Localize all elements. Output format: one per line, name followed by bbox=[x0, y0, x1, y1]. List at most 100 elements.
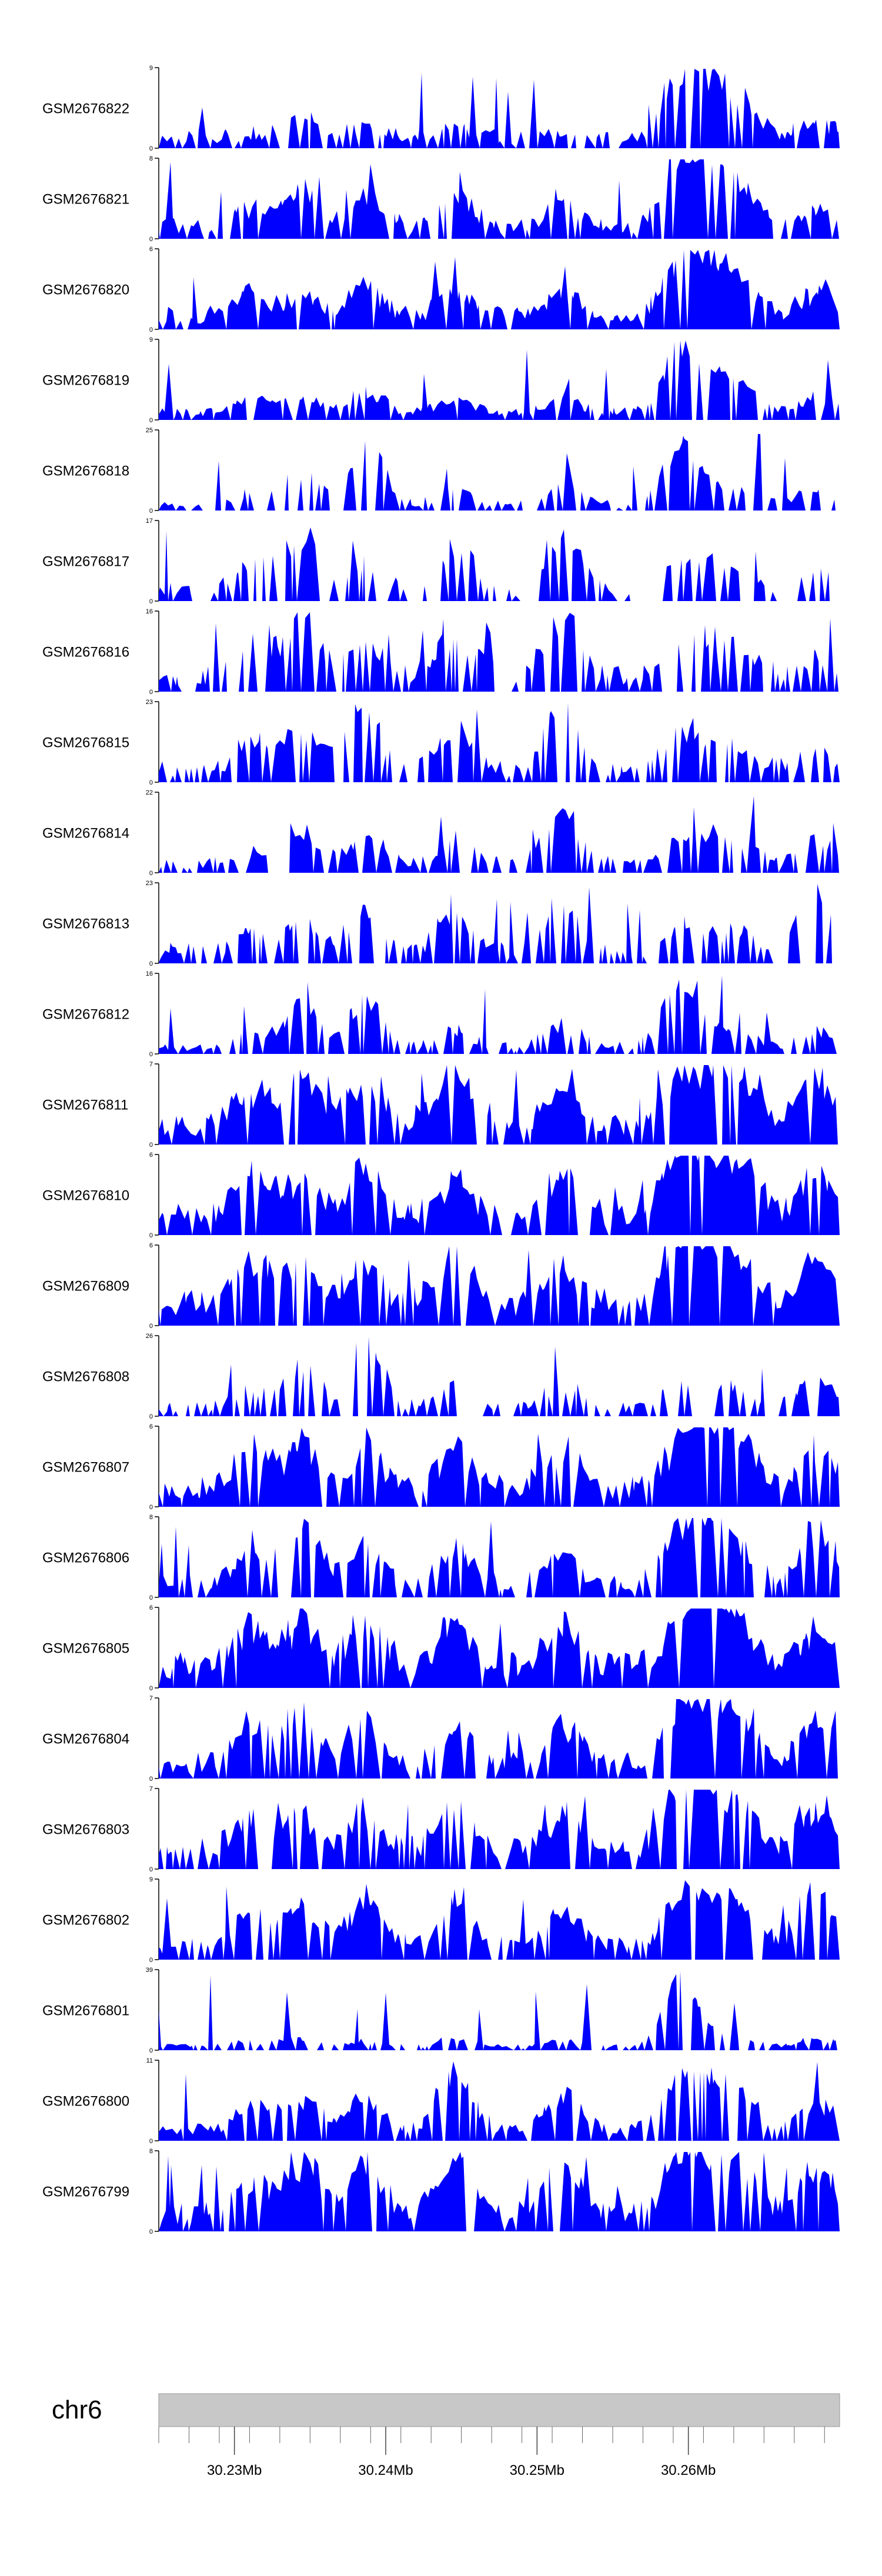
coverage-area bbox=[159, 69, 840, 148]
coverage-area bbox=[159, 527, 840, 601]
y-tick-label-zero: 0 bbox=[149, 2138, 153, 2145]
y-tick-label-zero: 0 bbox=[149, 1957, 153, 1964]
genome-axis: chr6 30.23Mb 30.24Mb 30.25Mb 30.26Mb bbox=[52, 2393, 840, 2478]
track-GSM2676822: GSM2676822 9 0 bbox=[42, 65, 840, 152]
coverage-area bbox=[159, 1156, 840, 1235]
y-tick-label-max: 7 bbox=[149, 1786, 153, 1793]
coverage-area bbox=[159, 1790, 840, 1869]
track-label: GSM2676814 bbox=[42, 826, 129, 842]
track-GSM2676804: GSM2676804 7 0 bbox=[42, 1695, 840, 1783]
x-tick-label: 30.26Mb bbox=[661, 2462, 716, 2478]
y-tick-label-zero: 0 bbox=[149, 1504, 153, 1511]
y-tick-label-max: 25 bbox=[146, 427, 153, 434]
track-label: GSM2676805 bbox=[42, 1641, 129, 1657]
y-tick-label-zero: 0 bbox=[149, 1232, 153, 1239]
y-tick-label-zero: 0 bbox=[149, 689, 153, 696]
track-GSM2676803: GSM2676803 7 0 bbox=[42, 1786, 840, 1873]
coverage-area bbox=[159, 1065, 840, 1144]
track-label: GSM2676807 bbox=[42, 1460, 129, 1476]
track-label: GSM2676803 bbox=[42, 1822, 129, 1838]
chromosome-ideogram bbox=[158, 2393, 840, 2427]
y-tick-label-max: 9 bbox=[149, 65, 153, 72]
y-tick-label-zero: 0 bbox=[149, 326, 153, 333]
track-label: GSM2676812 bbox=[42, 1007, 129, 1023]
coverage-area bbox=[159, 159, 840, 239]
coverage-area bbox=[159, 1246, 840, 1326]
chromosome-label: chr6 bbox=[52, 2395, 102, 2424]
y-tick-label-max: 6 bbox=[149, 246, 153, 253]
track-GSM2676820: GSM2676820 6 0 bbox=[42, 246, 840, 333]
track-GSM2676809: GSM2676809 6 0 bbox=[42, 1242, 840, 1330]
track-GSM2676801: GSM2676801 39 0 bbox=[42, 1967, 840, 2054]
track-GSM2676807: GSM2676807 6 0 bbox=[42, 1423, 840, 1511]
track-label: GSM2676799 bbox=[42, 2184, 129, 2200]
y-tick-label-zero: 0 bbox=[149, 1051, 153, 1058]
y-tick-label-max: 39 bbox=[146, 1967, 153, 1974]
track-label: GSM2676815 bbox=[42, 735, 129, 751]
track-label: GSM2676818 bbox=[42, 463, 129, 479]
y-tick-label-max: 22 bbox=[146, 789, 153, 796]
coverage-area bbox=[159, 1609, 840, 1688]
track-label: GSM2676817 bbox=[42, 554, 129, 570]
coverage-area bbox=[159, 341, 840, 420]
y-tick-label-max: 7 bbox=[149, 1695, 153, 1702]
track-GSM2676815: GSM2676815 23 0 bbox=[42, 699, 840, 786]
y-tick-label-max: 8 bbox=[149, 2148, 153, 2155]
coverage-area bbox=[159, 1518, 840, 1597]
track-GSM2676818: GSM2676818 25 0 bbox=[42, 427, 840, 515]
track-GSM2676814: GSM2676814 22 0 bbox=[42, 789, 840, 877]
y-tick-label-max: 16 bbox=[146, 608, 153, 615]
track-label: GSM2676811 bbox=[42, 1097, 128, 1113]
axis-ticks: 30.23Mb 30.24Mb 30.25Mb 30.26Mb bbox=[158, 2427, 825, 2478]
y-tick-label-zero: 0 bbox=[149, 2228, 153, 2235]
track-GSM2676813: GSM2676813 23 0 bbox=[42, 880, 840, 967]
y-tick-label-zero: 0 bbox=[149, 2047, 153, 2054]
coverage-area bbox=[159, 975, 840, 1054]
y-tick-label-max: 17 bbox=[146, 518, 153, 525]
coverage-tracks: GSM267682290GSM267682180GSM267682060GSM2… bbox=[42, 65, 840, 2235]
track-GSM2676805: GSM2676805 6 0 bbox=[42, 1604, 840, 1692]
coverage-area bbox=[159, 2152, 840, 2231]
track-GSM2676811: GSM2676811 7 0 bbox=[42, 1061, 840, 1149]
y-tick-label-zero: 0 bbox=[149, 145, 153, 152]
y-tick-label-zero: 0 bbox=[149, 1323, 153, 1330]
track-GSM2676806: GSM2676806 8 0 bbox=[42, 1514, 840, 1601]
y-tick-label-zero: 0 bbox=[149, 960, 153, 967]
coverage-area bbox=[159, 2061, 840, 2141]
track-label: GSM2676802 bbox=[42, 1913, 129, 1928]
x-tick-label: 30.24Mb bbox=[358, 2462, 413, 2478]
y-tick-label-max: 6 bbox=[149, 1423, 153, 1430]
track-label: GSM2676809 bbox=[42, 1279, 129, 1294]
track-label: GSM2676801 bbox=[42, 2003, 129, 2019]
coverage-area bbox=[159, 703, 840, 782]
track-label: GSM2676816 bbox=[42, 645, 129, 660]
track-GSM2676812: GSM2676812 16 0 bbox=[42, 970, 840, 1058]
track-label: GSM2676822 bbox=[42, 101, 129, 117]
track-GSM2676810: GSM2676810 6 0 bbox=[42, 1152, 840, 1239]
track-GSM2676802: GSM2676802 9 0 bbox=[42, 1876, 840, 1964]
coverage-area bbox=[159, 1699, 840, 1778]
track-label: GSM2676804 bbox=[42, 1731, 129, 1747]
track-GSM2676819: GSM2676819 9 0 bbox=[42, 336, 840, 424]
y-tick-label-max: 9 bbox=[149, 1876, 153, 1883]
y-tick-label-zero: 0 bbox=[149, 1685, 153, 1692]
y-tick-label-zero: 0 bbox=[149, 417, 153, 424]
y-tick-label-max: 7 bbox=[149, 1061, 153, 1068]
x-tick-label: 30.25Mb bbox=[510, 2462, 564, 2478]
track-GSM2676816: GSM2676816 16 0 bbox=[42, 608, 840, 696]
y-tick-label-zero: 0 bbox=[149, 1594, 153, 1601]
y-tick-label-zero: 0 bbox=[149, 1776, 153, 1783]
coverage-area bbox=[159, 1880, 840, 1960]
track-label: GSM2676806 bbox=[42, 1550, 129, 1566]
track-label: GSM2676800 bbox=[42, 2094, 129, 2110]
y-tick-label-zero: 0 bbox=[149, 508, 153, 515]
track-label: GSM2676821 bbox=[42, 192, 129, 208]
x-tick-label: 30.23Mb bbox=[207, 2462, 262, 2478]
coverage-area bbox=[159, 1337, 840, 1416]
y-tick-label-zero: 0 bbox=[149, 1413, 153, 1420]
track-GSM2676821: GSM2676821 8 0 bbox=[42, 155, 840, 243]
y-tick-label-zero: 0 bbox=[149, 870, 153, 877]
coverage-area bbox=[159, 884, 840, 963]
track-GSM2676800: GSM2676800 11 0 bbox=[42, 2057, 840, 2145]
